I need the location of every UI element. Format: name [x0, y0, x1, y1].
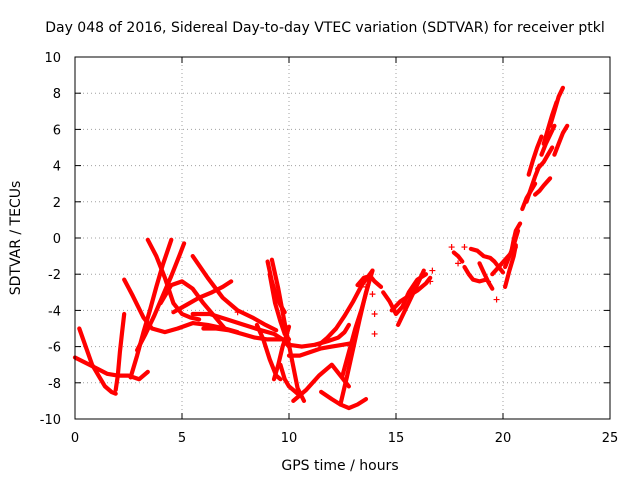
series-arc-6 [145, 237, 202, 322]
data-point-marker [405, 291, 412, 298]
y-tick-label: 8 [53, 87, 61, 102]
series-arc-7 [135, 241, 187, 353]
series-arc-18 [278, 362, 300, 396]
y-tick-label: 0 [53, 232, 61, 247]
series-arc-9 [171, 279, 234, 315]
data-point-marker [369, 291, 376, 298]
x-tick-label: 20 [495, 431, 512, 446]
data-layer [72, 85, 570, 411]
y-tick-label: -8 [48, 377, 61, 392]
y-tick-label: -10 [40, 413, 61, 428]
series-arc-31 [462, 264, 488, 284]
series-arc-25 [340, 283, 371, 378]
series-arc-29 [396, 268, 426, 327]
x-tick-label: 15 [388, 431, 405, 446]
y-tick-label: 4 [53, 160, 61, 175]
series-arc-26 [355, 273, 384, 289]
x-tick-label: 0 [71, 431, 79, 446]
data-point-marker [371, 311, 378, 318]
y-axis-label: SDTVAR / TECUs [8, 181, 24, 296]
data-point-marker [371, 330, 378, 337]
series-arc-12 [201, 326, 283, 342]
data-point-marker [427, 278, 434, 285]
x-axis-label: GPS time / hours [281, 458, 398, 474]
series-arc-20 [286, 340, 356, 358]
data-point-marker [234, 309, 241, 316]
series-arc-2 [77, 326, 118, 396]
series-arc-30 [451, 250, 465, 264]
data-point-marker [485, 278, 492, 285]
series-arc-23 [316, 268, 375, 347]
series-arc-45 [547, 85, 566, 128]
data-point-marker [429, 267, 436, 274]
axis-ticks: 0 5 10 15 20 25 -10 -8 -6 -4 -2 0 2 4 6 8 10 [40, 51, 619, 446]
y-tick-label: 10 [44, 51, 61, 66]
series-arc-46 [552, 123, 570, 157]
series-arc-41 [532, 176, 553, 197]
series-arc-42 [535, 145, 555, 172]
chart-title: Day 048 of 2016, Sidereal Day-to-day VTE… [45, 20, 605, 36]
y-tick-label: -2 [48, 268, 61, 283]
series-arc-1 [72, 355, 150, 382]
grid [75, 57, 610, 419]
series-arc-17 [269, 257, 307, 403]
data-point-marker [461, 244, 468, 251]
data-point-marker [363, 283, 370, 290]
y-tick-label: 6 [53, 123, 61, 138]
x-tick-label: 10 [281, 431, 298, 446]
x-tick-label: 25 [602, 431, 619, 446]
series-arc-37 [509, 221, 523, 253]
series-arc-5 [128, 237, 174, 380]
series-arc-13 [254, 322, 283, 382]
plot-frame [74, 56, 611, 420]
series-arc-3 [113, 311, 127, 393]
series-arc-19 [286, 322, 351, 349]
y-tick-label: 2 [53, 196, 61, 211]
y-tick-label: -6 [48, 341, 61, 356]
series-arc-22 [319, 389, 369, 411]
series-arc-33 [477, 261, 495, 291]
series-arc-35 [503, 243, 518, 289]
data-point-marker [448, 244, 455, 251]
series-arc-40 [526, 134, 544, 177]
x-tick-label: 5 [178, 431, 186, 446]
data-point-marker [493, 296, 500, 303]
series-arc-43 [539, 123, 557, 157]
y-tick-label: -4 [48, 304, 61, 319]
data-point-marker [455, 260, 462, 267]
